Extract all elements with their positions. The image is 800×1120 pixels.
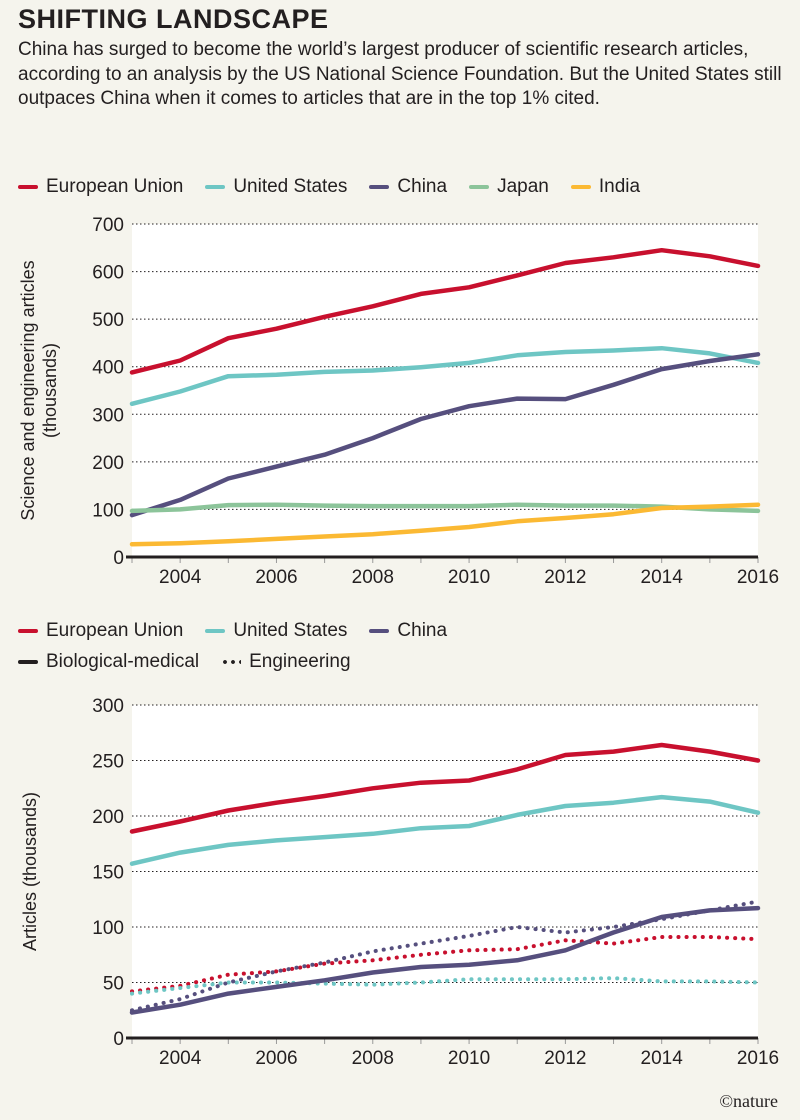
legend-swatch	[205, 629, 226, 633]
nature-credit: ©nature	[719, 1091, 778, 1111]
legend-swatch	[369, 185, 390, 189]
legend-label: China	[397, 176, 448, 197]
legend-item-eu: European Union	[18, 620, 183, 642]
y-tick-label: 200	[92, 807, 124, 828]
y-tick-label: 0	[113, 548, 124, 569]
legend-line-styles: Biological-medical Engineering	[18, 651, 351, 673]
y-axis-label: Articles (thousands)	[20, 792, 40, 951]
series-line-united-states-biological-medical	[129, 794, 761, 866]
series-line-japan	[129, 502, 761, 514]
y-tick-label: 500	[92, 310, 124, 331]
y-tick-label: 0	[113, 1029, 124, 1050]
x-tick-label: 2012	[544, 567, 586, 588]
figure-title: SHIFTING LANDSCAPE	[18, 4, 329, 34]
series-line-european-union	[129, 247, 761, 375]
figure-subtitle: China has surged to become the world’s l…	[18, 39, 782, 109]
legend-item-engineering: Engineering	[221, 651, 351, 673]
legend-item-china: China	[369, 176, 447, 198]
y-tick-label: 150	[92, 863, 124, 884]
x-tick-label: 2014	[641, 1048, 684, 1069]
y-tick-label: 250	[92, 752, 124, 773]
x-tick-label: 2008	[352, 1048, 394, 1069]
legend-label: United States	[233, 620, 348, 641]
x-tick-label: 2014	[641, 567, 684, 588]
x-tick-label: 2010	[448, 567, 490, 588]
legend-top-chart: European Union United States China Japan…	[18, 176, 640, 198]
legend-swatch	[205, 185, 226, 189]
legend-swatch	[18, 629, 38, 633]
legend-item-japan: Japan	[469, 176, 549, 198]
legend-item-china: China	[369, 620, 447, 642]
series-line-china	[129, 352, 761, 518]
legend-label: Biological-medical	[46, 651, 200, 672]
series-line-india	[129, 502, 761, 547]
legend-item-us: United States	[205, 176, 347, 198]
y-tick-label: 700	[92, 215, 124, 236]
legend-swatch	[570, 185, 591, 189]
legend-label: Japan	[497, 176, 549, 197]
legend-item-india: India	[570, 176, 641, 198]
legend-item-eu: European Union	[18, 176, 183, 198]
x-tick-label: 2016	[737, 567, 779, 588]
y-tick-label: 300	[92, 696, 124, 717]
legend-label: United States	[233, 176, 348, 197]
y-tick-label: 600	[92, 263, 124, 284]
y-tick-label: 300	[92, 405, 124, 426]
y-tick-label: 100	[92, 500, 124, 521]
legend-swatch	[369, 629, 390, 633]
x-tick-label: 2004	[159, 1048, 202, 1069]
legend-label: European Union	[46, 620, 184, 641]
legend-dotted-swatch	[221, 660, 242, 664]
x-tick-label: 2012	[544, 1048, 586, 1069]
x-tick-label: 2016	[737, 1048, 779, 1069]
y-tick-label: 100	[92, 918, 124, 939]
legend-label: China	[397, 620, 448, 641]
legend-item-biomedical: Biological-medical	[18, 651, 199, 673]
legend-label: India	[598, 176, 641, 197]
y-tick-label: 50	[103, 974, 124, 995]
series-line-china-biological-medical	[129, 905, 761, 1015]
legend-label: Engineering	[249, 651, 351, 672]
x-tick-label: 2006	[255, 567, 297, 588]
legend-label: European Union	[46, 176, 184, 197]
legend-bottom-chart: European Union United States China	[18, 620, 447, 642]
y-axis-label: (thousands)	[40, 343, 60, 438]
series-line-european-union-biological-medical	[129, 742, 761, 834]
legend-item-us: United States	[205, 620, 347, 642]
legend-solid-swatch	[18, 660, 38, 664]
x-tick-label: 2008	[352, 567, 394, 588]
y-tick-label: 400	[92, 358, 124, 379]
chart-total-articles: 0 100 200 300 400 500 600 700 2004 2006 2008 2010 20…	[18, 215, 779, 588]
legend-swatch	[18, 185, 38, 189]
plot-area	[132, 224, 758, 557]
y-axis-label: Science and engineering articles	[18, 260, 38, 520]
x-tick-label: 2006	[255, 1048, 297, 1069]
series-line-united-states	[129, 345, 761, 407]
legend-swatch	[469, 185, 490, 189]
series-line-european-union-engineering	[130, 935, 760, 994]
x-tick-label: 2010	[448, 1048, 490, 1069]
series-line-united-states-engineering	[130, 976, 760, 996]
y-tick-label: 200	[92, 453, 124, 474]
x-tick-label: 2004	[159, 567, 202, 588]
